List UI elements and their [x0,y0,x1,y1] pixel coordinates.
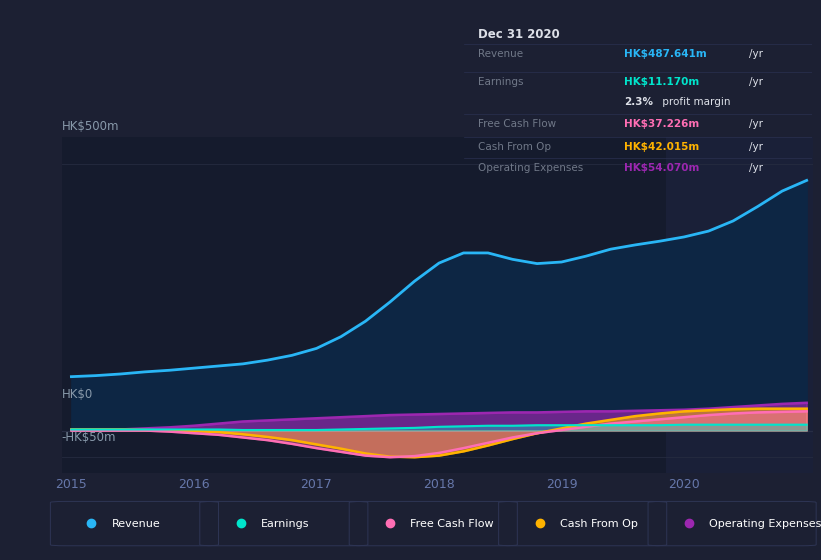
Text: HK$37.226m: HK$37.226m [624,119,699,129]
Text: Operating Expenses: Operating Expenses [709,519,821,529]
Text: Revenue: Revenue [112,519,160,529]
Text: /yr: /yr [750,119,764,129]
Text: HK$0: HK$0 [62,388,93,402]
Text: HK$487.641m: HK$487.641m [624,49,707,59]
Text: /yr: /yr [750,49,764,59]
Text: /yr: /yr [750,77,764,87]
Text: HK$500m: HK$500m [62,120,119,133]
Text: HK$11.170m: HK$11.170m [624,77,699,87]
Text: Free Cash Flow: Free Cash Flow [478,119,556,129]
Text: Free Cash Flow: Free Cash Flow [410,519,494,529]
Text: 2.3%: 2.3% [624,97,653,107]
Text: /yr: /yr [750,163,764,173]
Text: Earnings: Earnings [478,77,523,87]
Text: HK$54.070m: HK$54.070m [624,163,699,173]
Text: /yr: /yr [750,142,764,152]
Text: Revenue: Revenue [478,49,523,59]
Text: Cash From Op: Cash From Op [478,142,551,152]
Text: Earnings: Earnings [261,519,310,529]
Text: profit margin: profit margin [658,97,731,107]
Bar [666,137,813,473]
Text: Dec 31 2020: Dec 31 2020 [478,28,560,41]
Text: Operating Expenses: Operating Expenses [478,163,583,173]
Text: HK$42.015m: HK$42.015m [624,142,699,152]
Text: Cash From Op: Cash From Op [560,519,638,529]
Text: -HK$50m: -HK$50m [62,431,116,445]
